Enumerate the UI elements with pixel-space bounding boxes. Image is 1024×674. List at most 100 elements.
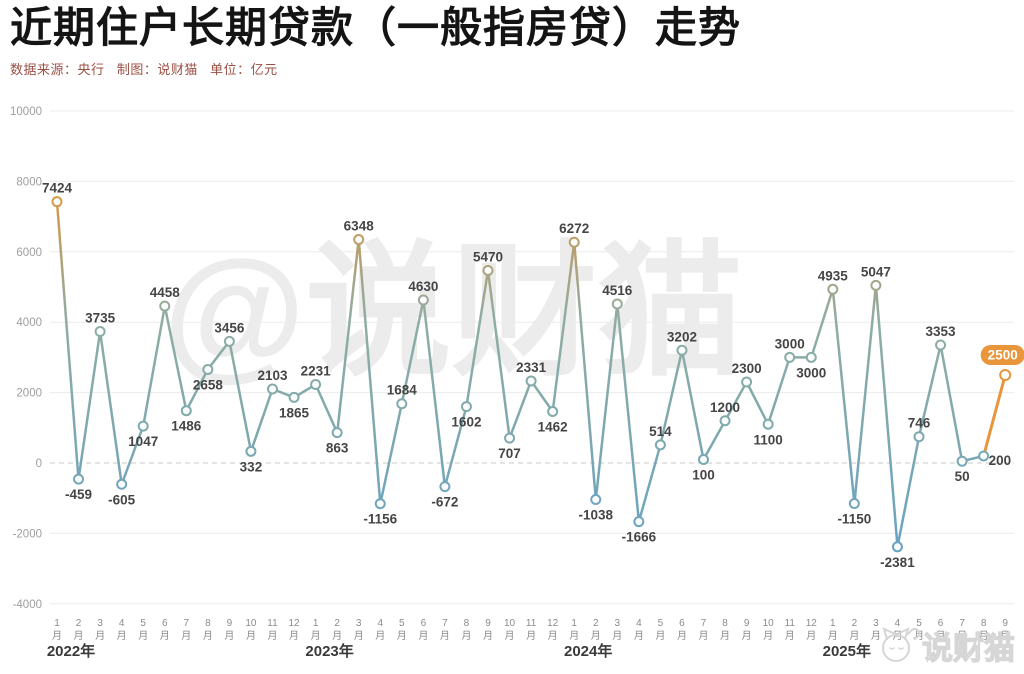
svg-text:3456: 3456 (214, 320, 245, 335)
svg-text:8: 8 (205, 618, 211, 629)
svg-text:月: 月 (763, 630, 773, 642)
svg-text:1200: 1200 (710, 400, 740, 415)
svg-text:-2381: -2381 (880, 555, 915, 570)
svg-text:月: 月 (95, 630, 105, 642)
svg-text:月: 月 (979, 630, 989, 642)
svg-text:1684: 1684 (387, 383, 418, 398)
svg-text:6: 6 (162, 618, 168, 629)
svg-text:2023年: 2023年 (305, 642, 353, 660)
svg-text:6272: 6272 (559, 221, 589, 236)
svg-text:10: 10 (763, 618, 775, 629)
data-point-markers (51, 196, 1012, 553)
source-note: 数据来源：央行 制图：说财猫 单位：亿元 (10, 62, 278, 78)
svg-text:4: 4 (119, 618, 125, 629)
svg-text:9: 9 (227, 618, 233, 629)
svg-text:-4000: -4000 (13, 599, 42, 611)
series-line (55, 200, 985, 549)
svg-text:9: 9 (744, 618, 750, 629)
svg-text:50: 50 (955, 469, 970, 484)
svg-text:月: 月 (375, 630, 385, 642)
svg-text:月: 月 (505, 630, 515, 642)
svg-text:4458: 4458 (150, 285, 181, 300)
highlight-badge: 2500 (980, 345, 1024, 365)
svg-text:月: 月 (311, 630, 321, 642)
svg-text:2231: 2231 (301, 363, 332, 378)
svg-text:3353: 3353 (926, 324, 957, 339)
svg-text:2022年: 2022年 (47, 642, 95, 660)
svg-text:1602: 1602 (451, 415, 481, 430)
chart-header: 近期住户长期贷款（一般指房贷）走势 数据来源：央行 制图：说财猫 单位：亿元 (10, 4, 741, 78)
svg-text:月: 月 (806, 630, 816, 642)
svg-text:-1666: -1666 (622, 530, 657, 545)
svg-text:200: 200 (989, 453, 1012, 468)
svg-text:1486: 1486 (171, 419, 202, 434)
data-point-labels: 7424 -459 3735 -605 1047 4458 1486 2658 3456 332 2… (42, 181, 1011, 570)
svg-text:11: 11 (526, 618, 537, 629)
brand-name: 说财猫 (922, 631, 1015, 666)
svg-text:2103: 2103 (257, 368, 288, 383)
svg-text:月: 月 (677, 630, 687, 642)
svg-text:月: 月 (181, 630, 191, 642)
svg-text:月: 月 (52, 630, 62, 642)
svg-text:1462: 1462 (538, 420, 568, 435)
loan-trend-line-chart: 1000080006000400020000-2000-4000@说财猫7424… (10, 106, 1024, 660)
svg-text:3: 3 (615, 618, 621, 629)
svg-text:8000: 8000 (16, 176, 42, 188)
svg-text:7424: 7424 (42, 181, 73, 196)
svg-text:月: 月 (634, 630, 644, 642)
svg-text:332: 332 (240, 459, 263, 474)
svg-text:1865: 1865 (279, 405, 310, 420)
svg-text:4935: 4935 (818, 268, 849, 283)
svg-text:-1156: -1156 (363, 512, 397, 527)
svg-text:月: 月 (957, 630, 967, 642)
svg-text:6000: 6000 (16, 247, 42, 259)
svg-text:4: 4 (636, 618, 642, 629)
svg-text:2658: 2658 (193, 377, 224, 392)
svg-text:863: 863 (326, 441, 349, 456)
svg-text:514: 514 (649, 424, 672, 439)
svg-text:月: 月 (526, 630, 536, 642)
cat-logo-icon (882, 627, 921, 662)
svg-text:3000: 3000 (775, 336, 805, 351)
svg-text:月: 月 (871, 630, 881, 642)
svg-text:6: 6 (679, 618, 685, 629)
svg-text:2000: 2000 (16, 388, 42, 400)
svg-text:5: 5 (399, 618, 405, 629)
svg-text:4: 4 (895, 618, 901, 629)
svg-text:12: 12 (547, 618, 559, 629)
svg-text:4000: 4000 (16, 317, 42, 329)
svg-text:2024年: 2024年 (564, 642, 612, 660)
svg-text:月: 月 (461, 630, 471, 642)
svg-text:0: 0 (36, 458, 42, 470)
brand-watermark: 说财猫 (874, 619, 1024, 672)
svg-text:7: 7 (701, 618, 707, 629)
svg-text:3735: 3735 (85, 311, 116, 326)
svg-text:6: 6 (938, 618, 944, 629)
svg-text:100: 100 (692, 467, 715, 482)
svg-text:3: 3 (97, 618, 103, 629)
svg-text:8: 8 (981, 618, 987, 629)
svg-text:4630: 4630 (408, 279, 438, 294)
svg-text:8: 8 (464, 618, 470, 629)
svg-text:2: 2 (76, 618, 82, 629)
x-axis-months: 1月2月3月4月5月6月7月8月9月10月11月12月1月2月3月4月5月6月7… (52, 618, 1010, 642)
svg-text:12: 12 (288, 618, 300, 629)
highlight-segment (982, 373, 1007, 458)
svg-text:11: 11 (785, 618, 796, 629)
svg-text:1: 1 (313, 618, 319, 629)
svg-text:5: 5 (658, 618, 664, 629)
svg-text:4516: 4516 (602, 283, 633, 298)
svg-text:4: 4 (377, 618, 383, 629)
svg-text:1: 1 (54, 618, 60, 629)
svg-text:月: 月 (74, 630, 84, 642)
svg-text:1047: 1047 (128, 434, 158, 449)
y-axis-ticks: 10000 8000 6000 4000 2000 0 -2000 -4000 (10, 106, 42, 611)
svg-text:月: 月 (1000, 630, 1010, 642)
svg-text:2: 2 (593, 618, 599, 629)
svg-text:1100: 1100 (754, 432, 783, 447)
svg-text:月: 月 (785, 630, 795, 642)
svg-text:2025年: 2025年 (823, 642, 871, 660)
svg-text:3000: 3000 (796, 365, 826, 380)
svg-text:10000: 10000 (10, 106, 42, 118)
svg-text:月: 月 (569, 630, 579, 642)
